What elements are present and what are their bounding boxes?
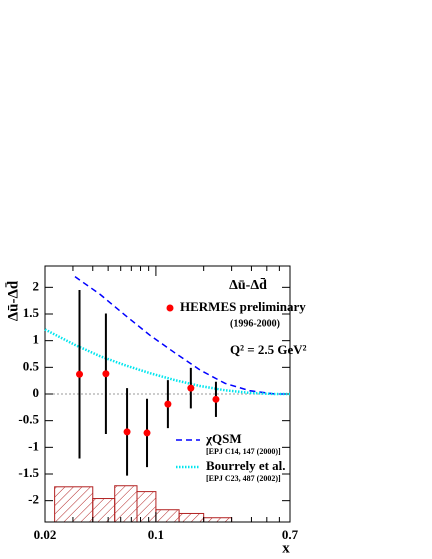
legend-label: χQSM <box>205 431 242 446</box>
data-point <box>76 370 84 378</box>
data-point <box>212 395 220 403</box>
systematic-bar <box>178 512 205 523</box>
y-tick-label: -1.5 <box>18 465 39 480</box>
data-point <box>164 400 172 408</box>
legend-note: [EPJ C14, 147 (2000)] <box>206 447 281 456</box>
data-point <box>123 428 131 436</box>
systematic-bar <box>203 517 233 523</box>
legend-label: HERMES preliminary <box>180 299 306 314</box>
data-point <box>143 429 151 437</box>
data-point <box>102 370 110 378</box>
legend-label: Bourrely et al. <box>206 458 286 473</box>
y-tick-label: 0.5 <box>23 358 40 373</box>
y-tick-label: 2 <box>33 278 40 293</box>
y-tick-label: -2 <box>28 492 39 507</box>
x-axis-label: x <box>282 540 290 556</box>
systematic-bar <box>54 486 94 523</box>
legend-note: [EPJ C23, 487 (2002)] <box>206 474 281 483</box>
y-tick-label: 0 <box>33 385 40 400</box>
y-tick-label: 1 <box>33 332 40 347</box>
x-tick-label: 0.02 <box>34 527 57 542</box>
legend-marker <box>166 304 174 312</box>
systematic-bar <box>114 485 138 523</box>
systematic-bar <box>155 509 180 523</box>
y-axis-label: Δū-Δd̄ <box>5 280 21 321</box>
y-tick-label: 1.5 <box>23 305 40 320</box>
y-tick-label: -1 <box>28 438 39 453</box>
annotation: Δū-Δd̄ <box>229 277 267 293</box>
x-tick-label: 0.1 <box>148 527 164 542</box>
annotation: Q² = 2.5 GeV² <box>230 342 307 357</box>
data-point <box>187 384 195 392</box>
legend-note: (1996-2000) <box>230 318 280 329</box>
y-tick-label: -0.5 <box>18 412 39 427</box>
systematic-bar <box>136 491 157 523</box>
x-tick-label: 0.7 <box>282 527 299 542</box>
systematic-bar <box>92 498 116 523</box>
theory-curve <box>44 328 290 396</box>
